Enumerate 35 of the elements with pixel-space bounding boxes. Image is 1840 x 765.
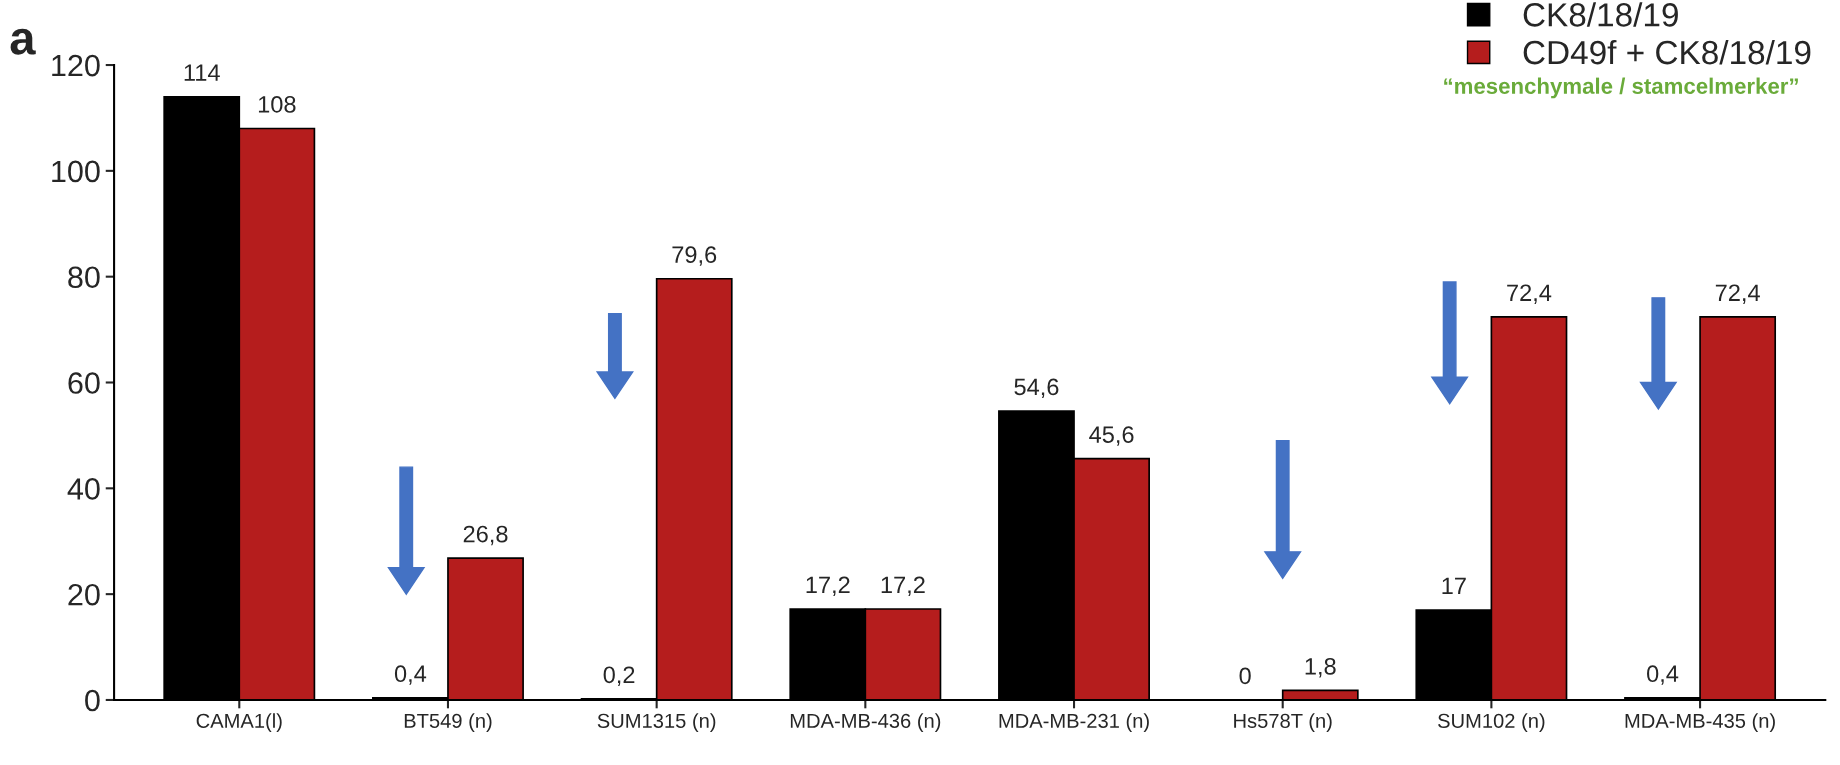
x-tick-label: BT549 (n) [404, 713, 492, 732]
data-label: 108 [258, 96, 296, 113]
x-tick-label: MDA-MB-435 (n) [1625, 713, 1775, 732]
legend-label: CK8/18/19 [1523, 2, 1678, 27]
x-tick-label: CAMA1(l) [196, 713, 282, 732]
x-tick-label: SUM102 (n) [1438, 713, 1545, 732]
data-label: 17,2 [881, 576, 925, 596]
data-label: 45,6 [1089, 426, 1134, 446]
y-tick-label: 0 [85, 689, 100, 712]
y-tick-label: 100 [52, 160, 100, 183]
y-tick-label: 80 [68, 266, 100, 289]
y-tick-label: 60 [68, 372, 100, 394]
x-tick-label: SUM1315 (n) [597, 713, 716, 732]
data-label: 0,4 [1647, 665, 1679, 685]
x-tick-label: Hs578T (n) [1234, 713, 1332, 732]
data-label: 0,4 [394, 665, 427, 685]
x-tick-label: MDA-MB-231 (n) [999, 713, 1149, 732]
legend-label: CD49f + CK8/18/19 [1523, 39, 1811, 65]
y-tick-label: 120 [52, 54, 100, 77]
data-label: 17,2 [806, 576, 850, 596]
data-label: 26,8 [463, 525, 508, 546]
data-label: 1,8 [1305, 657, 1336, 678]
data-label: 0,2 [603, 666, 635, 686]
data-label: 72,4 [1715, 284, 1760, 304]
y-tick-label: 20 [68, 583, 100, 606]
annotation: “mesenchymale / stamcelmerker” [1444, 77, 1798, 99]
data-label: 54,6 [1014, 378, 1059, 399]
x-tick-label: MDA-MB-436 (n) [790, 713, 941, 732]
data-label: 114 [184, 64, 220, 81]
data-label: 17 [1442, 577, 1466, 595]
data-label: 79,6 [672, 246, 717, 266]
data-label: 0 [1239, 667, 1251, 685]
text: a [10, 28, 36, 55]
y-tick-label: 40 [67, 478, 100, 500]
data-label: 72,4 [1507, 284, 1552, 304]
